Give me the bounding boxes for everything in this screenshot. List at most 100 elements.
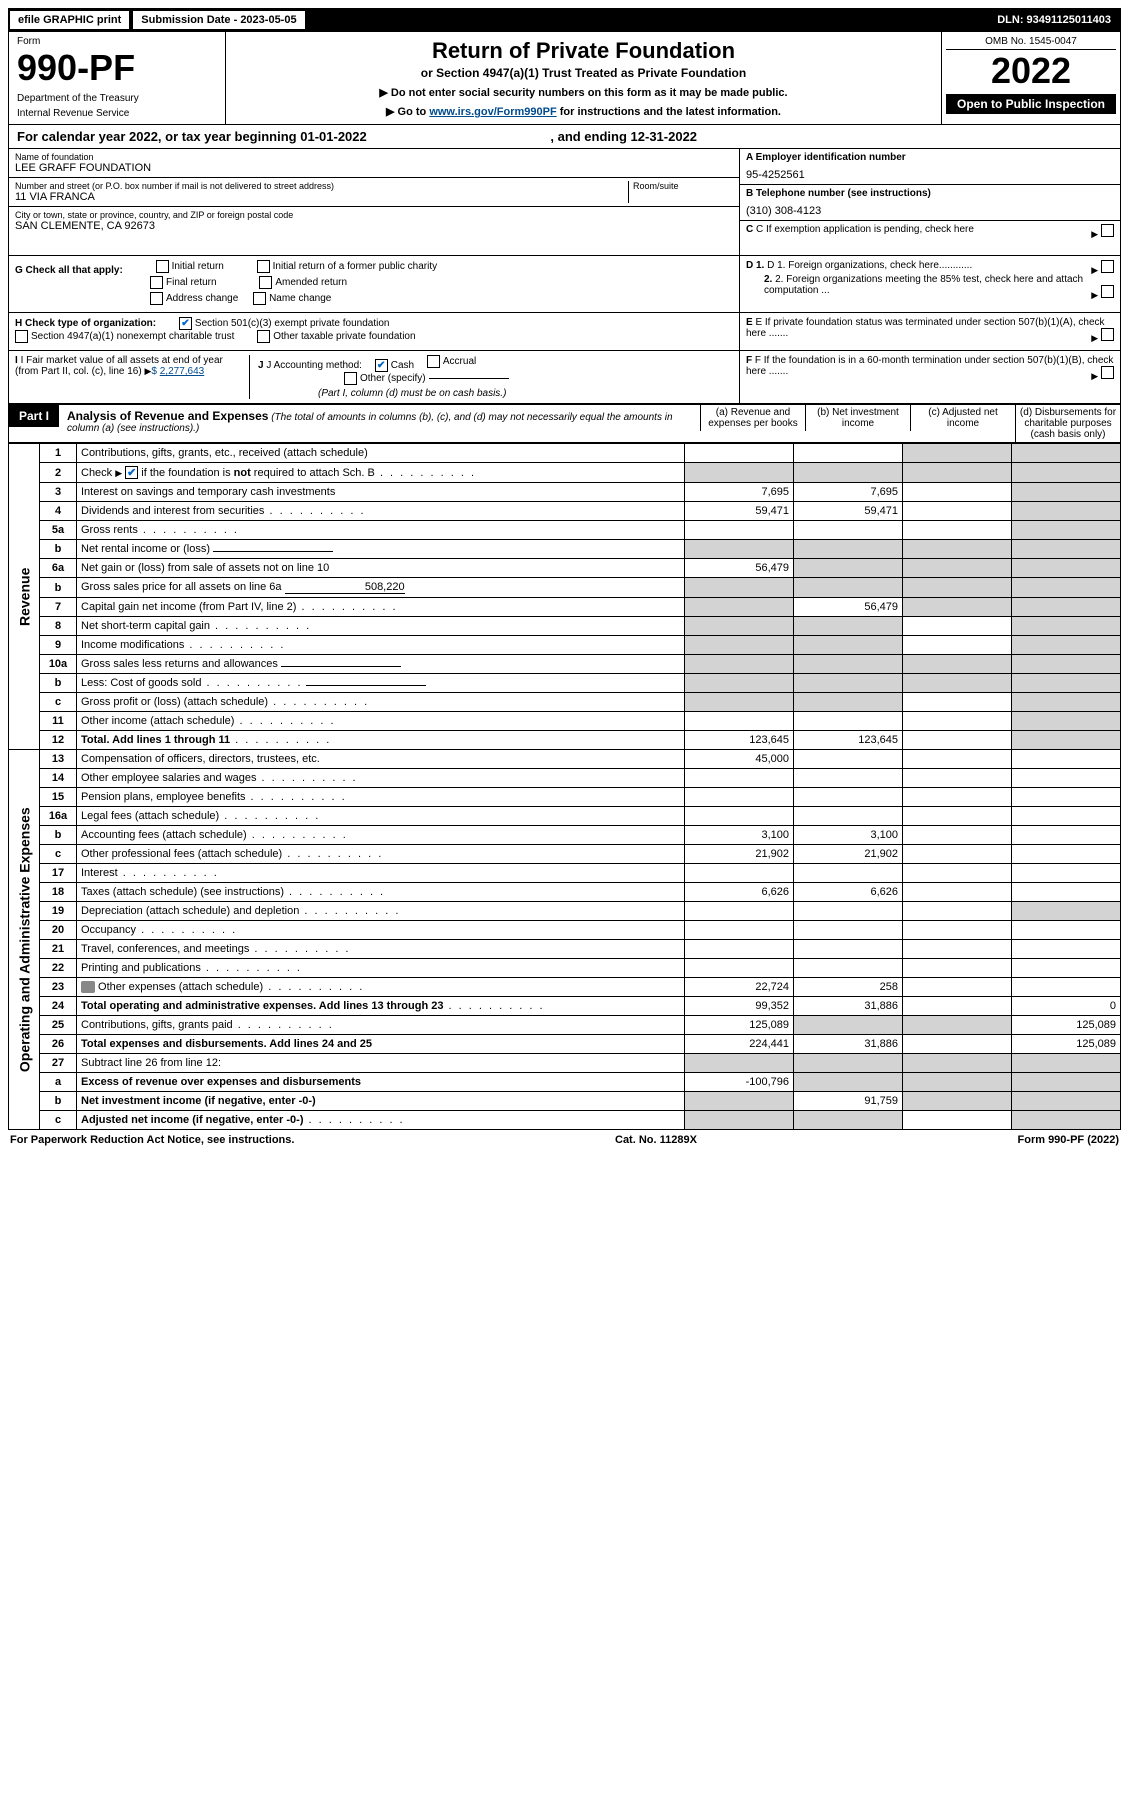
line-number: 19	[40, 902, 77, 921]
line-number: 9	[40, 636, 77, 655]
amount-cell	[903, 693, 1012, 712]
amount-cell: 22,724	[685, 978, 794, 997]
amount-cell	[1012, 750, 1121, 769]
table-row: cAdjusted net income (if negative, enter…	[9, 1111, 1121, 1130]
city-cell: City or town, state or province, country…	[9, 207, 739, 235]
checkbox-other-tax[interactable]	[257, 330, 270, 343]
checkbox-amended[interactable]	[259, 276, 272, 289]
fmv-link[interactable]: 2,277,643	[160, 366, 205, 377]
checkbox-addr-change[interactable]	[150, 292, 163, 305]
amount-cell	[685, 444, 794, 463]
line-number: 21	[40, 940, 77, 959]
checkbox-initial[interactable]	[156, 260, 169, 273]
table-row: 18Taxes (attach schedule) (see instructi…	[9, 883, 1121, 902]
amount-cell	[1012, 1054, 1121, 1073]
checkbox-initial-former[interactable]	[257, 260, 270, 273]
amount-cell	[1012, 807, 1121, 826]
amount-cell	[903, 788, 1012, 807]
table-row: 9Income modifications	[9, 636, 1121, 655]
checkbox-f[interactable]	[1101, 366, 1114, 379]
amount-cell	[794, 559, 903, 578]
amount-cell	[1012, 845, 1121, 864]
amount-cell	[1012, 712, 1121, 731]
amount-cell	[794, 1073, 903, 1092]
line-number: 4	[40, 502, 77, 521]
checkbox-501c3[interactable]: ✔	[179, 317, 192, 330]
amount-cell	[903, 940, 1012, 959]
line-description: Depreciation (attach schedule) and deple…	[77, 902, 685, 921]
amount-cell	[1012, 578, 1121, 598]
line-description: Excess of revenue over expenses and disb…	[77, 1073, 685, 1092]
table-row: 24Total operating and administrative exp…	[9, 997, 1121, 1016]
amount-cell	[685, 521, 794, 540]
amount-cell	[685, 598, 794, 617]
table-row: 11Other income (attach schedule)	[9, 712, 1121, 731]
dept-treasury: Department of the Treasury	[17, 93, 217, 104]
irs-link[interactable]: www.irs.gov/Form990PF	[429, 106, 556, 118]
attachment-icon[interactable]	[81, 981, 95, 993]
table-row: 3Interest on savings and temporary cash …	[9, 483, 1121, 502]
amount-cell	[685, 1054, 794, 1073]
amount-cell	[903, 997, 1012, 1016]
line-description: Subtract line 26 from line 12:	[77, 1054, 685, 1073]
amount-cell	[1012, 502, 1121, 521]
line-number: 2	[40, 463, 77, 483]
amount-cell: 3,100	[685, 826, 794, 845]
amount-cell	[794, 1016, 903, 1035]
open-inspection: Open to Public Inspection	[946, 94, 1116, 114]
table-row: 26Total expenses and disbursements. Add …	[9, 1035, 1121, 1054]
checkbox-c[interactable]	[1101, 224, 1114, 237]
amount-cell	[1012, 674, 1121, 693]
amount-cell	[794, 864, 903, 883]
line-number: 13	[40, 750, 77, 769]
amount-cell	[794, 712, 903, 731]
col-c-header: (c) Adjusted net income	[910, 405, 1015, 431]
i-j-row: I I Fair market value of all assets at e…	[9, 351, 740, 404]
amount-cell: 125,089	[1012, 1035, 1121, 1054]
checkbox-other-method[interactable]	[344, 372, 357, 385]
line-description: Taxes (attach schedule) (see instruction…	[77, 883, 685, 902]
table-row: 20Occupancy	[9, 921, 1121, 940]
checkbox-d2[interactable]	[1101, 285, 1114, 298]
amount-cell	[903, 769, 1012, 788]
line-description: Capital gain net income (from Part IV, l…	[77, 598, 685, 617]
checkbox-name-change[interactable]	[253, 292, 266, 305]
part1-desc: Analysis of Revenue and Expenses (The to…	[59, 405, 700, 438]
table-row: 16aLegal fees (attach schedule)	[9, 807, 1121, 826]
checkbox-cash[interactable]: ✔	[375, 359, 388, 372]
table-row: Revenue1Contributions, gifts, grants, et…	[9, 444, 1121, 463]
amount-cell	[685, 655, 794, 674]
line-number: 15	[40, 788, 77, 807]
amount-cell	[794, 617, 903, 636]
checkbox-d1[interactable]	[1101, 260, 1114, 273]
amount-cell	[794, 940, 903, 959]
line-number: 10a	[40, 655, 77, 674]
efile-print-label[interactable]: efile GRAPHIC print	[10, 11, 129, 29]
checkbox-e[interactable]	[1101, 328, 1114, 341]
line-number: 24	[40, 997, 77, 1016]
amount-cell	[903, 883, 1012, 902]
form-header: Form 990-PF Department of the Treasury I…	[8, 32, 1121, 125]
amount-cell	[903, 598, 1012, 617]
amount-cell	[1012, 959, 1121, 978]
checkbox-accrual[interactable]	[427, 355, 440, 368]
amount-cell: 99,352	[685, 997, 794, 1016]
amount-cell	[1012, 940, 1121, 959]
checkbox-final[interactable]	[150, 276, 163, 289]
amount-cell	[903, 578, 1012, 598]
line-description: Printing and publications	[77, 959, 685, 978]
amount-cell	[903, 731, 1012, 750]
table-row: bNet rental income or (loss)	[9, 540, 1121, 559]
amount-cell	[903, 1035, 1012, 1054]
line-description: Total operating and administrative expen…	[77, 997, 685, 1016]
form-subtitle: or Section 4947(a)(1) Trust Treated as P…	[236, 66, 931, 80]
amount-cell	[903, 521, 1012, 540]
amount-cell	[1012, 1073, 1121, 1092]
checkbox-4947[interactable]	[15, 330, 28, 343]
line-number: 23	[40, 978, 77, 997]
amount-cell	[1012, 864, 1121, 883]
revenue-side-label: Revenue	[9, 444, 40, 750]
amount-cell: 91,759	[794, 1092, 903, 1111]
line-number: 8	[40, 617, 77, 636]
amount-cell: 31,886	[794, 1035, 903, 1054]
